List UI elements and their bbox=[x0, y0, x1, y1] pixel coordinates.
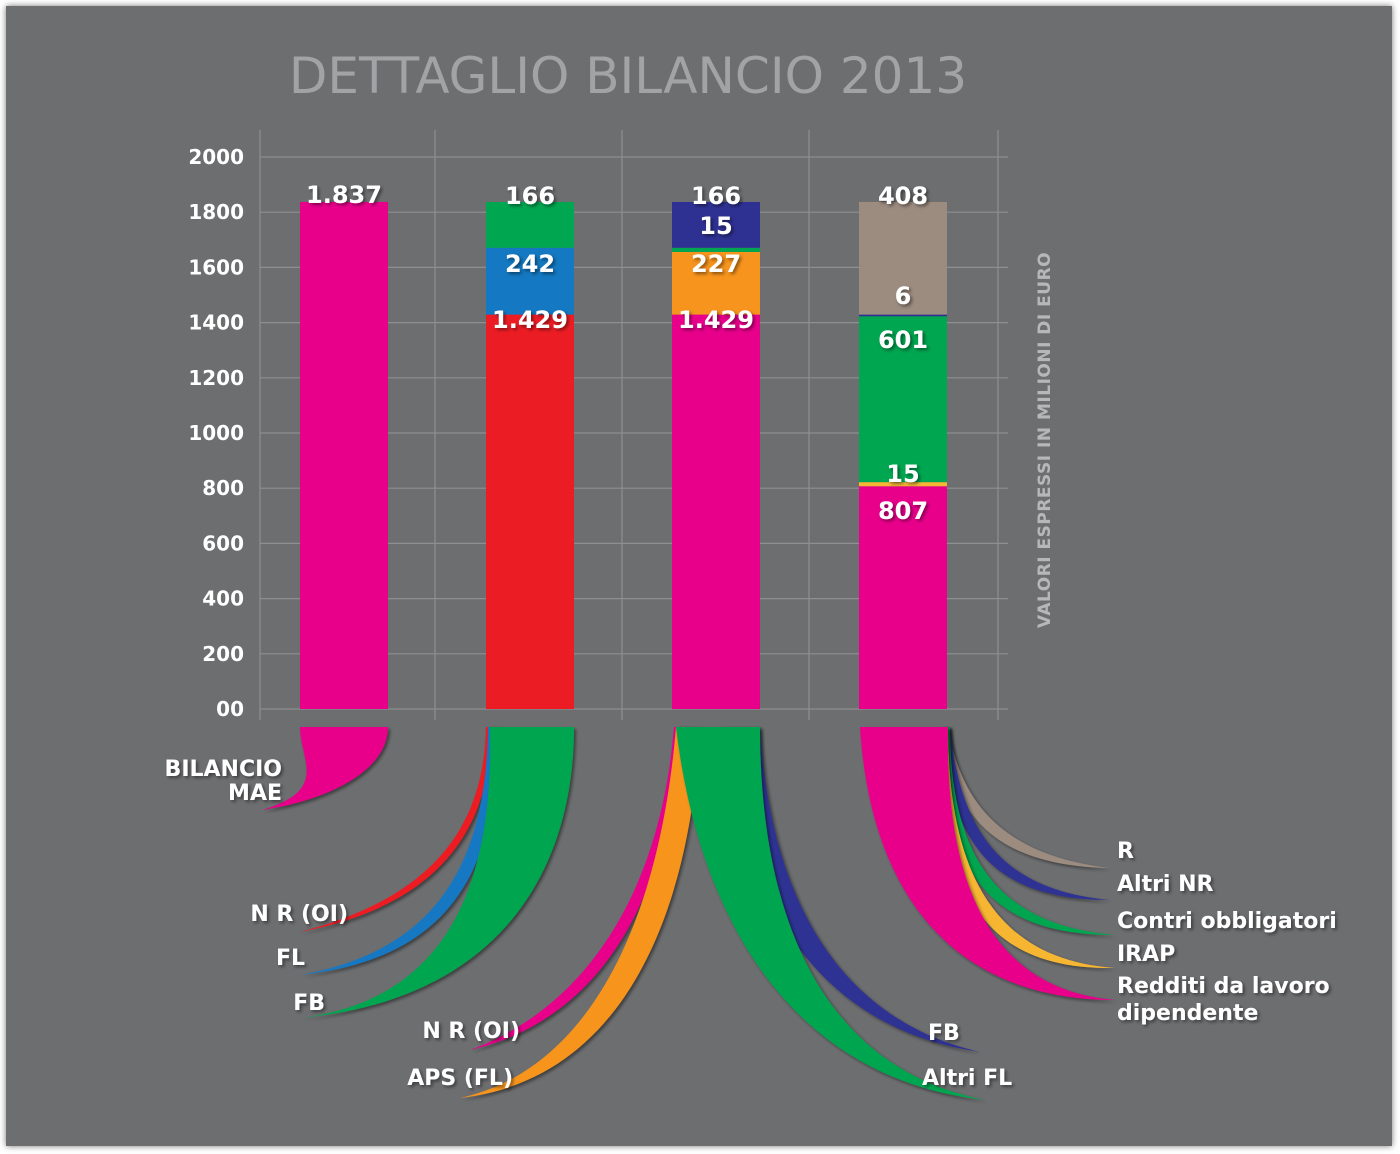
bar-segment bbox=[672, 201, 760, 248]
legend-label-line: dipendente bbox=[1117, 1001, 1258, 1026]
legend-label: APS (FL) bbox=[407, 1066, 513, 1091]
y-tick-label: 1400 bbox=[188, 311, 244, 335]
legend-ribbon bbox=[470, 727, 680, 1050]
legend-ribbons bbox=[262, 727, 1115, 1100]
y-tick-label: 00 bbox=[216, 697, 244, 721]
bar-segment bbox=[300, 201, 388, 709]
bar-segment bbox=[672, 251, 760, 315]
bar-value-label: 6 bbox=[895, 282, 912, 310]
legend-label: Altri NR bbox=[1117, 872, 1214, 897]
legend-label: N R (OI) bbox=[422, 1019, 520, 1044]
bar-segment bbox=[859, 482, 947, 487]
bar-value-label: 807 bbox=[878, 497, 928, 525]
y-axis-ticks: 00 200 400 600 800 1000 1200 1400 1600 1800 2000 bbox=[188, 145, 244, 721]
bar-segment bbox=[486, 201, 574, 248]
y-tick-label: 2000 bbox=[188, 145, 244, 169]
y-axis-label: VALORI ESPRESSI IN MILIONI DI EURO bbox=[1035, 252, 1055, 628]
bar-segment bbox=[486, 314, 574, 709]
bar-value-label: 15 bbox=[886, 460, 919, 488]
bar-segment bbox=[672, 247, 760, 252]
legend-ribbon bbox=[262, 727, 388, 810]
bars bbox=[300, 201, 947, 709]
bar-segment bbox=[486, 247, 574, 315]
legend-label: FB bbox=[928, 1021, 960, 1046]
y-tick-label: 1600 bbox=[188, 255, 244, 279]
legend-ribbon bbox=[940, 727, 1115, 969]
bar-value-label: 1.429 bbox=[678, 306, 754, 334]
y-tick-label: 400 bbox=[202, 587, 244, 611]
bar-value-label: 408 bbox=[878, 182, 928, 210]
y-tick-label: 1200 bbox=[188, 366, 244, 390]
chart-title: DETTAGLIO BILANCIO 2013 bbox=[289, 47, 967, 105]
legend-label: N R (OI) bbox=[250, 902, 348, 927]
legend-label: Contri obbligatori bbox=[1117, 909, 1337, 934]
bar-segment bbox=[859, 316, 947, 483]
bar-value-label: 166 bbox=[505, 182, 555, 210]
legend-label-mae: MAE bbox=[228, 781, 282, 806]
legend-ribbon bbox=[944, 727, 1110, 900]
bar-value-label: 1.837 bbox=[306, 181, 382, 209]
legend-label: Altri FL bbox=[922, 1066, 1012, 1091]
legend-label: FB bbox=[293, 991, 325, 1016]
legend-ribbon bbox=[300, 727, 574, 1018]
bar-segment bbox=[672, 314, 760, 709]
bar-value-label: 242 bbox=[505, 250, 555, 278]
legend-label: R bbox=[1117, 839, 1134, 864]
legend-ribbon bbox=[860, 727, 1115, 1000]
legend-label: Redditi da lavoro dipendente bbox=[1117, 974, 1330, 1026]
bar-value-label: 227 bbox=[691, 250, 741, 278]
legend-label-line: Redditi da lavoro bbox=[1117, 974, 1330, 999]
legend-ribbon bbox=[942, 727, 1115, 935]
y-tick-label: 600 bbox=[202, 531, 244, 555]
bar-value-label: 15 bbox=[699, 212, 732, 240]
y-tick-label: 800 bbox=[202, 476, 244, 500]
value-labels: 1.8371.4292421661.4292271516680715601640… bbox=[306, 181, 928, 525]
y-tick-label: 1000 bbox=[188, 421, 244, 445]
y-tick-label: 200 bbox=[202, 642, 244, 666]
bar-segment bbox=[859, 486, 947, 709]
bar-segment bbox=[859, 314, 947, 317]
bar-value-label: 601 bbox=[878, 326, 928, 354]
bar-segment bbox=[859, 201, 947, 315]
bar-value-label: 1.429 bbox=[492, 306, 568, 334]
legend-label: IRAP bbox=[1117, 942, 1175, 967]
legend-label-bilancio: BILANCIO bbox=[165, 757, 282, 782]
bar-value-label: 166 bbox=[691, 182, 741, 210]
legend-label: FL bbox=[276, 946, 305, 971]
y-tick-label: 1800 bbox=[188, 200, 244, 224]
legend-ribbon bbox=[460, 727, 700, 1098]
legend-ribbon bbox=[676, 727, 985, 1100]
